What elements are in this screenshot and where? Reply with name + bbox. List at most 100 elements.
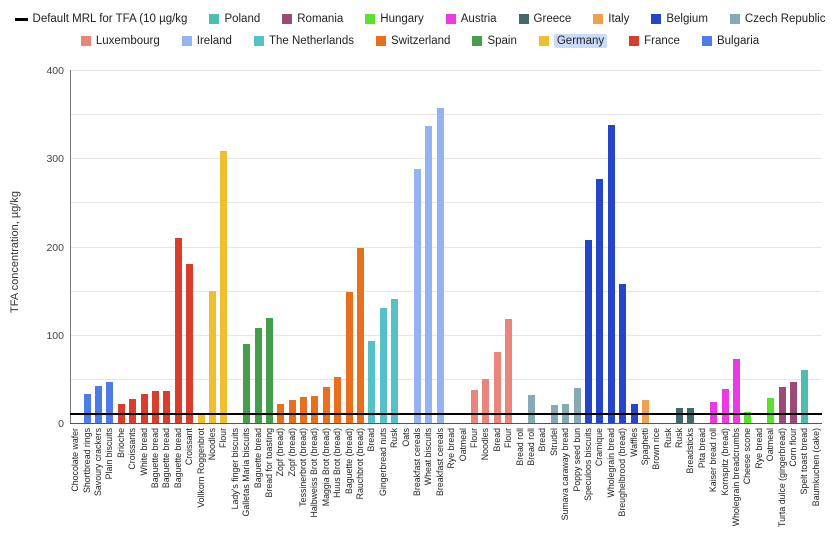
x-tick-label: Spaghetti bbox=[639, 428, 650, 466]
legend-swatch-icon bbox=[701, 36, 712, 46]
bar-baguette-bread[interactable] bbox=[151, 391, 159, 423]
x-tick-label: Cheese scone bbox=[742, 428, 753, 485]
bar-spelt-toast-bread[interactable] bbox=[801, 370, 809, 423]
x-tick-label: Baguette bread bbox=[161, 428, 172, 489]
bar-flour[interactable] bbox=[470, 390, 478, 423]
bar-shortbread-rings[interactable] bbox=[83, 393, 91, 423]
gridline bbox=[70, 334, 822, 336]
gridline bbox=[70, 378, 822, 380]
x-tick-label: Poppy seed bun bbox=[571, 428, 582, 492]
x-tick-label: Brioche bbox=[115, 428, 126, 458]
x-tick-label: Waffles bbox=[628, 428, 639, 457]
legend-label: Poland bbox=[224, 13, 261, 25]
bar-wholegrain-breadcrumbs[interactable] bbox=[733, 358, 741, 423]
bar-maggia-brot-bread-[interactable] bbox=[322, 386, 330, 423]
x-tick-label: Noodles bbox=[206, 428, 217, 461]
legend-item-greece[interactable]: Greece bbox=[518, 13, 571, 25]
legend-swatch-icon bbox=[282, 14, 293, 24]
legend-label: Default MRL for TFA (10 µg/kg bbox=[32, 13, 188, 25]
legend-swatch-icon bbox=[365, 14, 376, 24]
bar-tessinerbrot-bread-[interactable] bbox=[300, 397, 308, 423]
x-tick-label: Bread bbox=[537, 428, 548, 452]
bar-cheese-scone[interactable] bbox=[744, 411, 752, 423]
legend-item-luxembourg[interactable]: Luxembourg bbox=[80, 35, 160, 47]
x-tick-label: Zopf (bread) bbox=[275, 428, 286, 477]
legend-item-ireland[interactable]: Ireland bbox=[181, 35, 232, 47]
legend-item-france[interactable]: France bbox=[629, 35, 680, 47]
bar-cramique[interactable] bbox=[596, 178, 604, 423]
legend-item-czech-republic[interactable]: Czech Republic bbox=[729, 13, 825, 25]
bar-savoury-crackers[interactable] bbox=[94, 385, 102, 423]
bar-noodles[interactable] bbox=[208, 290, 216, 423]
bar-galletas-maria-biscuits[interactable] bbox=[243, 343, 251, 423]
y-tick-label: 0 bbox=[58, 418, 64, 430]
bar-speculoos-biscuits[interactable] bbox=[584, 240, 592, 423]
legend-item-italy[interactable]: Italy bbox=[593, 13, 629, 25]
legend-item-default-mrl-for-tfa-10-g-kg[interactable]: Default MRL for TFA (10 µg/kg bbox=[14, 13, 188, 25]
bar-baguette-bread[interactable] bbox=[163, 391, 171, 423]
legend-swatch-icon bbox=[253, 36, 264, 46]
bar-flour[interactable] bbox=[220, 151, 228, 423]
bar-baguette-bread[interactable] bbox=[174, 237, 182, 423]
legend-item-austria[interactable]: Austria bbox=[445, 13, 497, 25]
x-tick-label: Brown rice bbox=[651, 428, 662, 470]
bar-oatmeal[interactable] bbox=[767, 398, 775, 423]
bar-flour[interactable] bbox=[505, 318, 513, 423]
bar-breakfast-cereals[interactable] bbox=[436, 107, 444, 423]
bar-halbweiss-brot-bread-[interactable] bbox=[311, 395, 319, 423]
bar-breadsticks[interactable] bbox=[687, 407, 695, 423]
bar-baguette-bread[interactable] bbox=[254, 327, 262, 423]
bar-noodles[interactable] bbox=[482, 378, 490, 423]
x-tick-label: Zopf (bread) bbox=[286, 428, 297, 477]
x-tick-label: Bread bbox=[491, 428, 502, 452]
x-tick-label: Chocolate wafer bbox=[70, 428, 81, 492]
bar-croissant[interactable] bbox=[186, 264, 194, 423]
legend-item-bulgaria[interactable]: Bulgaria bbox=[701, 35, 760, 47]
bar-bread[interactable] bbox=[493, 351, 501, 423]
bar-poppy-seed-bun[interactable] bbox=[573, 387, 581, 423]
legend-item-poland[interactable]: Poland bbox=[209, 13, 260, 25]
x-tick-label: Shortbread rings bbox=[81, 428, 92, 494]
bar-croissants[interactable] bbox=[129, 399, 137, 423]
legend-item-the-netherlands[interactable]: The Netherlands bbox=[253, 35, 354, 47]
legend-item-romania[interactable]: Romania bbox=[282, 13, 343, 25]
legend-label: France bbox=[644, 35, 680, 47]
legend-swatch-icon bbox=[729, 14, 740, 24]
x-tick-label: Lady's finger biscuits bbox=[229, 428, 240, 510]
legend-item-switzerland[interactable]: Switzerland bbox=[375, 35, 450, 47]
x-tick-label: Wheat biscuits bbox=[423, 428, 434, 486]
bar-huus-brot-bread-[interactable] bbox=[334, 377, 342, 423]
bar-rusk[interactable] bbox=[391, 299, 399, 423]
bar-vollkorn-roggenbrot[interactable] bbox=[197, 414, 205, 423]
bar-rauchbrot-bread-[interactable] bbox=[357, 248, 365, 423]
x-tick-label: Bread bbox=[366, 428, 377, 452]
legend-item-germany[interactable]: Germany bbox=[538, 34, 608, 48]
bar-bread-for-toasting[interactable] bbox=[265, 317, 273, 423]
bar-bread[interactable] bbox=[368, 340, 376, 423]
bar-plain-biscuits[interactable] bbox=[106, 382, 114, 423]
legend-swatch-icon bbox=[80, 36, 91, 46]
bar-spaghetti[interactable] bbox=[641, 400, 649, 423]
x-tick-label: Rye bread bbox=[446, 428, 457, 469]
bar-rusk[interactable] bbox=[676, 407, 684, 423]
bar-breakfast-cereals[interactable] bbox=[414, 168, 421, 423]
bar-wheat-biscuits[interactable] bbox=[425, 125, 433, 423]
x-tick-label: Baguette bread bbox=[172, 428, 183, 489]
gridline bbox=[70, 202, 822, 204]
bar-turta-dulce-gingerbread-[interactable] bbox=[778, 386, 786, 423]
bar-corn-flour[interactable] bbox=[790, 382, 797, 423]
legend-label: The Netherlands bbox=[268, 35, 354, 47]
bar-zopf-bread-[interactable] bbox=[288, 400, 296, 423]
legend-item-belgium[interactable]: Belgium bbox=[651, 13, 708, 25]
bar-breughelbrood-bread-[interactable] bbox=[619, 283, 627, 423]
bar-gingerbread-nuts[interactable] bbox=[379, 308, 387, 423]
bar-kaiser-bread-roll[interactable] bbox=[710, 401, 718, 423]
bar-bread-roll[interactable] bbox=[527, 394, 535, 423]
legend-item-hungary[interactable]: Hungary bbox=[365, 13, 424, 25]
bar-white-bread[interactable] bbox=[140, 393, 148, 423]
legend-label: Bulgaria bbox=[716, 35, 760, 47]
legend-item-spain[interactable]: Spain bbox=[472, 35, 517, 47]
bar-wholegrain-bread[interactable] bbox=[607, 124, 615, 423]
bar-kornspitz-bread-[interactable] bbox=[721, 389, 729, 423]
bar-baguette-bread-[interactable] bbox=[345, 291, 353, 423]
